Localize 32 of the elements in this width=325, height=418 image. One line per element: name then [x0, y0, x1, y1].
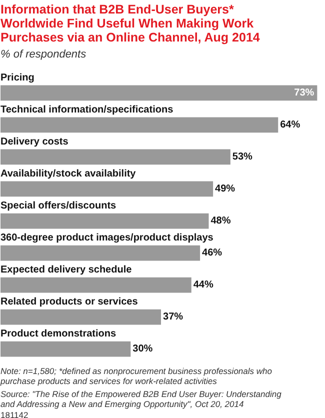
bar — [0, 277, 192, 293]
data-label: 49% — [215, 183, 236, 194]
bar — [0, 85, 318, 101]
text: 181142 — [0, 410, 29, 418]
data-label: 44% — [193, 280, 214, 291]
bar — [0, 181, 214, 197]
y-tick-label: Technical information/specifications — [0, 104, 174, 116]
bar — [0, 117, 278, 133]
data-label: 73% — [294, 87, 314, 98]
y-tick-label: 360-degree product images/product displays — [0, 232, 214, 244]
chart-title: Information that B2B End-User Buyers* Worldwide Find Useful When Making Work Purchases via an Online Channel, Aug 2014 — [0, 2, 260, 44]
data-label: 30% — [132, 344, 153, 355]
bar — [0, 213, 209, 229]
y-tick-label: Expected delivery schedule — [0, 264, 132, 276]
y-tick-label: Product demonstrations — [0, 328, 117, 340]
bar — [0, 245, 200, 261]
chart-subtitle: % of respondents — [0, 48, 87, 60]
y-tick-label: Availability/stock availability — [0, 168, 136, 180]
y-tick-label: Delivery costs — [0, 136, 69, 148]
data-label: 37% — [163, 312, 184, 323]
bar — [0, 309, 161, 325]
bar — [0, 341, 131, 357]
y-tick-label: Pricing — [0, 72, 34, 84]
data-label: 64% — [280, 119, 300, 130]
text: Note: n=1,580; *defined as nonprocurement business professionals who purchase products and services for work-related activities — [0, 366, 272, 386]
data-label: 46% — [202, 248, 222, 259]
y-tick-label: Related products or services — [0, 296, 138, 308]
data-label: 53% — [232, 151, 253, 162]
data-label: 48% — [210, 216, 231, 227]
source-note: Source: "The Rise of the Empowered B2B End User Buyer: Understanding and Addressing a New and Emerging Opportunity", Oct 20, 2014 — [0, 389, 282, 409]
y-tick-label: Special offers/discounts — [0, 200, 117, 212]
bar — [0, 149, 230, 165]
